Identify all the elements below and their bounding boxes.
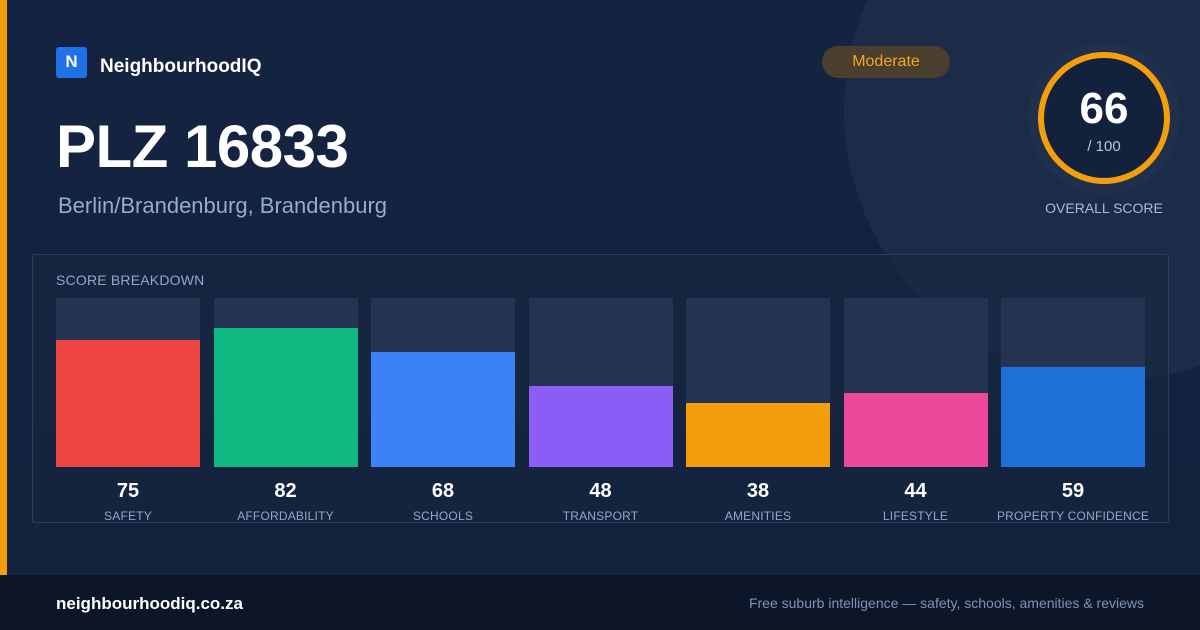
score-bar-value: 75 — [116, 480, 140, 502]
score-bar-fill — [686, 403, 830, 467]
overall-score-caption: OVERALL SCORE — [1045, 200, 1163, 216]
brand[interactable]: N NeighbourhoodIQ — [56, 46, 261, 78]
score-bar-label: SCHOOLS — [412, 509, 474, 523]
score-bar-label: LIFESTYLE — [882, 509, 949, 523]
footer-domain-link[interactable]: neighbourhoodiq.co.za — [56, 594, 243, 613]
score-bar-value: 48 — [589, 480, 612, 502]
footer-tagline: Free suburb intelligence — safety, schoo… — [748, 595, 1144, 611]
accent-bar — [0, 0, 7, 575]
score-bar-property-confidence: 59 PROPERTY CONFIDENCE — [997, 298, 1149, 524]
score-breakdown-panel: SCORE BREAKDOWN 75 SAFETY 82 AFFORDABILITY 6… — [32, 254, 1169, 523]
score-bar-track — [371, 298, 515, 467]
score-bar-value: 44 — [904, 480, 927, 502]
score-bar-label: SAFETY — [104, 509, 152, 523]
score-bar-fill — [843, 393, 988, 467]
score-bar-label: TRANSPORT — [562, 509, 639, 523]
score-bar-track — [686, 298, 830, 467]
score-bar-fill — [1001, 367, 1145, 467]
location-subtitle: Berlin/Brandenburg, Brandenburg — [58, 193, 388, 218]
score-bar-value: 82 — [274, 480, 297, 502]
overall-score-value: 66 — [1079, 84, 1129, 133]
brand-logo-icon: N — [56, 46, 87, 78]
score-bar-label: AMENITIES — [724, 509, 792, 523]
score-bar-track — [56, 298, 200, 467]
score-bar-fill — [371, 352, 515, 467]
score-bar-schools: 68 SCHOOLS — [371, 298, 515, 524]
overall-score-ring: 66 / 100 — [1038, 52, 1170, 184]
score-bar-value: 59 — [1061, 480, 1085, 502]
score-bar-value: 38 — [746, 480, 770, 502]
score-bar-fill — [213, 328, 358, 467]
score-bar-transport: 48 TRANSPORT — [528, 298, 673, 524]
page-title: PLZ 16833 — [56, 113, 349, 180]
score-bar-label: AFFORDABILITY — [237, 509, 334, 523]
score-bar-fill — [56, 340, 200, 467]
score-bar-track — [843, 298, 988, 467]
score-bar-track — [1001, 298, 1145, 467]
score-bar-fill — [528, 386, 673, 467]
score-bar-amenities: 38 AMENITIES — [686, 298, 830, 524]
score-bar-value: 68 — [431, 480, 455, 502]
rating-badge: Moderate — [822, 46, 950, 78]
score-breakdown-title: SCORE BREAKDOWN — [56, 272, 205, 288]
score-bar-affordability: 82 AFFORDABILITY — [213, 298, 358, 524]
brand-name: NeighbourhoodIQ — [100, 56, 262, 77]
overall-score-max: / 100 — [1087, 138, 1121, 155]
footer: neighbourhoodiq.co.za Free suburb intell… — [0, 575, 1200, 630]
score-bar-label: PROPERTY CONFIDENCE — [996, 509, 1150, 523]
score-bar-track — [213, 298, 358, 467]
score-bar-safety: 75 SAFETY — [56, 298, 200, 524]
score-bar-track — [528, 298, 673, 467]
score-bar-lifestyle: 44 LIFESTYLE — [843, 298, 988, 524]
